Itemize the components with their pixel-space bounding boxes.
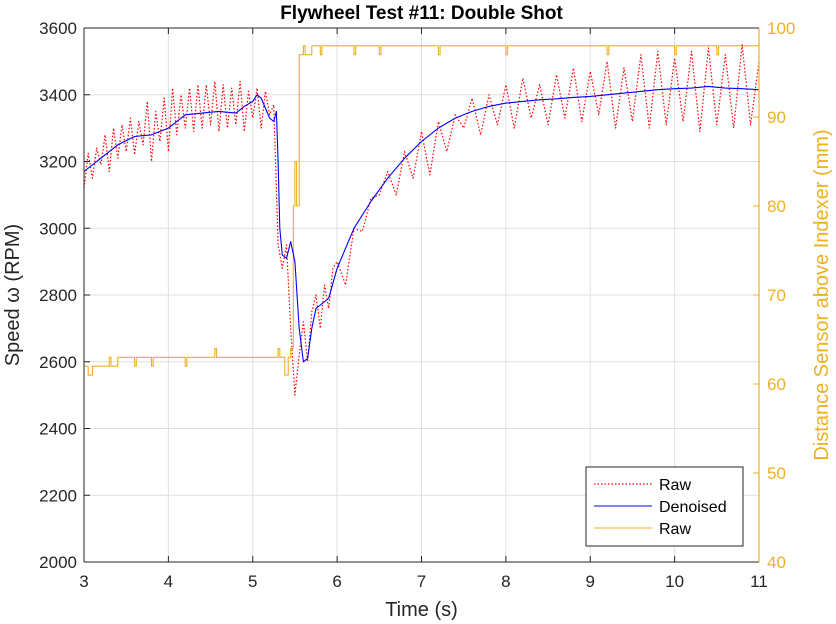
- x-tick-label: 8: [501, 572, 510, 591]
- x-tick-label: 3: [79, 572, 88, 591]
- y2-tick-label: 100: [767, 19, 795, 38]
- y-tick-label: 2400: [39, 420, 77, 439]
- y-tick-label: 3400: [39, 86, 77, 105]
- y-tick-label: 3200: [39, 153, 77, 172]
- y-axis-label: Speed ω (RPM): [2, 224, 24, 366]
- x-tick-label: 10: [665, 572, 684, 591]
- series-raw-speed: [83, 44, 760, 396]
- axes-layer: [83, 27, 760, 563]
- x-tick-label: 4: [164, 572, 173, 591]
- y-tick-label: 2200: [39, 486, 77, 505]
- tick-labels: 3 4 5 6 7 8 9 10 11 2000 2200 2400 2600 2800 3000 3200 3…: [39, 19, 795, 591]
- y2-tick-label: 50: [767, 464, 786, 483]
- y2-tick-label: 40: [767, 553, 786, 572]
- y2-tick-label: 70: [767, 286, 786, 305]
- y2-tick-label: 60: [767, 375, 786, 394]
- x-tick-label: 6: [332, 572, 341, 591]
- x-tick-label: 11: [750, 572, 768, 591]
- series-denoised: [83, 85, 760, 363]
- x-axis-label: Time (s): [385, 599, 458, 621]
- y-tick-label: 2000: [39, 553, 77, 572]
- legend: Raw Denoised Raw: [585, 466, 744, 547]
- legend-label-raw-distance: Raw: [659, 521, 691, 538]
- x-tick-label: 5: [248, 572, 257, 591]
- y2-tick-label: 80: [767, 197, 786, 216]
- series-layer: [83, 44, 760, 396]
- y-tick-label: 2800: [39, 286, 77, 305]
- y-tick-label: 3000: [39, 219, 77, 238]
- y2-axis-label: Distance Sensor above Indexer (mm): [811, 129, 833, 460]
- legend-label-denoised: Denoised: [659, 499, 727, 516]
- y2-tick-label: 90: [767, 108, 786, 127]
- x-tick-label: 7: [417, 572, 426, 591]
- legend-label-raw-speed: Raw: [659, 477, 691, 494]
- x-tick-label: 9: [586, 572, 595, 591]
- y-tick-label: 3600: [39, 19, 77, 38]
- chart-title: Flywheel Test #11: Double Shot: [280, 3, 563, 24]
- series-raw-distance: [84, 45, 759, 376]
- y-tick-label: 2600: [39, 353, 77, 372]
